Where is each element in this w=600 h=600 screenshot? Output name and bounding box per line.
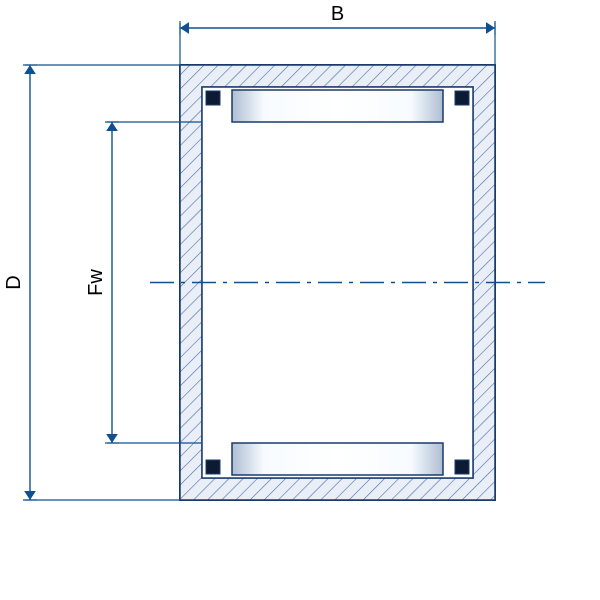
cage-block-tr	[455, 91, 469, 105]
dim-d-label: D	[3, 275, 25, 289]
roller-top	[232, 90, 443, 122]
dim-fw-label: Fw	[85, 269, 107, 296]
cage-block-br	[455, 460, 469, 474]
dim-b-label: B	[331, 3, 344, 25]
roller-bottom	[232, 443, 443, 475]
cage-block-bl	[206, 460, 220, 474]
cage-block-tl	[206, 91, 220, 105]
